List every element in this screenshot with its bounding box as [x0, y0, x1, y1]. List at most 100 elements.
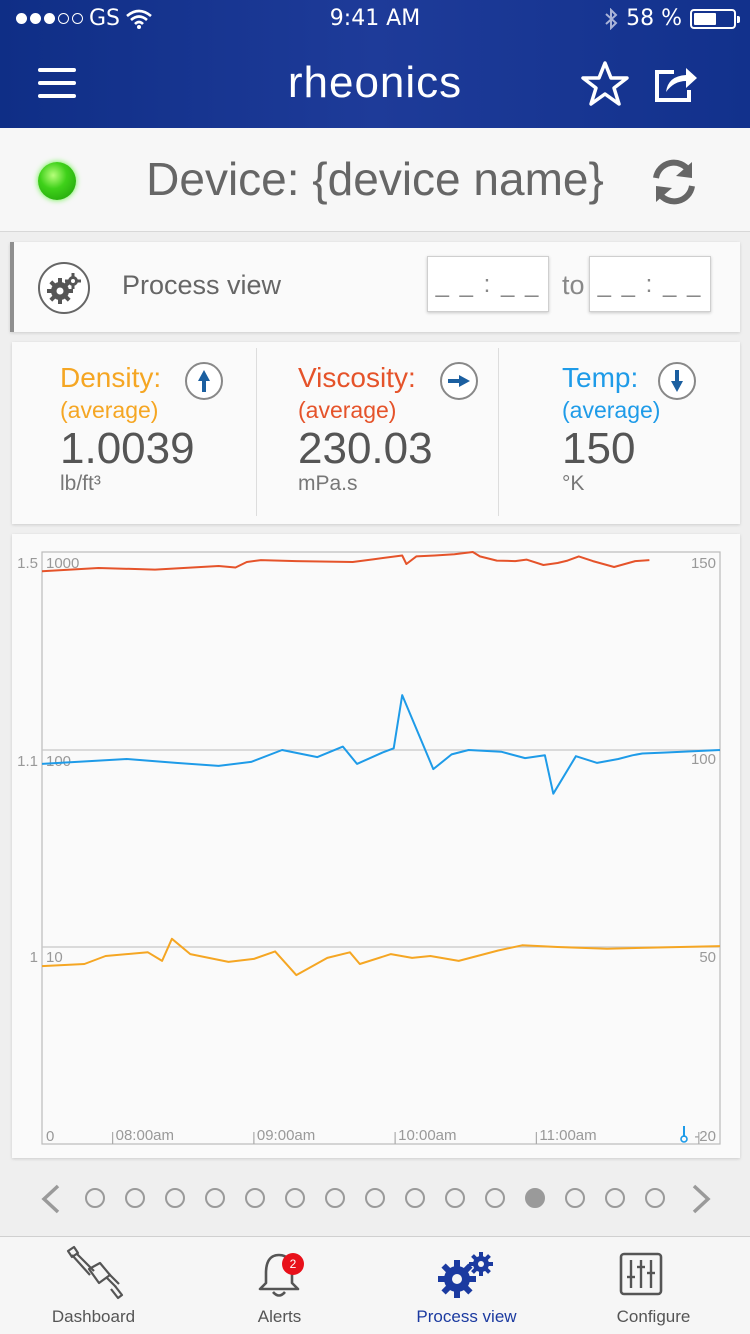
sliders-icon — [619, 1252, 663, 1296]
trend-down-icon — [658, 362, 696, 400]
signal-dot — [44, 13, 55, 24]
gears-icon — [47, 273, 81, 304]
prev-page-button[interactable] — [36, 1182, 66, 1216]
tab-alerts[interactable]: 2 Alerts — [186, 1237, 373, 1334]
page-dot[interactable] — [325, 1188, 345, 1208]
page-dot[interactable] — [85, 1188, 105, 1208]
tab-label: Configure — [616, 1307, 691, 1326]
menu-button[interactable] — [38, 68, 76, 100]
process-view-title: Process view — [122, 270, 282, 300]
density-line — [41, 937, 721, 977]
page-dot[interactable] — [165, 1188, 185, 1208]
x-tick-label: 11:00am — [539, 1127, 596, 1144]
gears-icon — [438, 1252, 493, 1298]
x-tick-label: 10:00am — [398, 1127, 456, 1144]
metric-value: 1.0039 — [60, 424, 195, 473]
trend-up-icon — [185, 362, 223, 400]
temp-tick-label: 100 — [691, 751, 716, 768]
status-right: 58 % — [604, 6, 740, 31]
page-dot[interactable] — [445, 1188, 465, 1208]
chevron-right-icon — [692, 1184, 711, 1214]
signal-dot — [30, 13, 41, 24]
page-dot[interactable] — [365, 1188, 385, 1208]
viscosity-tick-label: 10 — [46, 949, 63, 966]
sensor-probe-icon — [66, 1245, 124, 1300]
tab-dashboard[interactable]: Dashboard — [0, 1237, 187, 1334]
page-dot[interactable] — [525, 1188, 545, 1208]
bluetooth-icon — [605, 7, 618, 30]
app-title: rheonics — [287, 58, 463, 107]
page-dot[interactable] — [645, 1188, 665, 1208]
carrier-info: GS — [16, 6, 152, 31]
plot-area — [41, 551, 721, 1145]
process-settings-button[interactable] — [38, 262, 90, 314]
metric-name: Temp: — [562, 362, 639, 393]
tab-label: Alerts — [257, 1307, 302, 1326]
battery-icon — [690, 8, 740, 29]
page-dot[interactable] — [565, 1188, 585, 1208]
process-view-bar: Process view _ _ : _ _ to _ _ : _ _ — [10, 242, 740, 332]
metric-sub: (average) — [562, 397, 661, 423]
signal-dot — [58, 13, 69, 24]
x-tick-label: 08:00am — [116, 1127, 174, 1144]
density-tick-label: 1.1 — [17, 753, 38, 770]
temp-tick-label: 50 — [699, 949, 716, 966]
trend-right-icon — [440, 362, 478, 400]
carrier-name: GS — [89, 6, 121, 31]
metric-value: 230.03 — [298, 424, 433, 473]
divider — [256, 348, 257, 516]
temp-line — [41, 694, 721, 795]
chevron-left-icon — [41, 1184, 60, 1214]
divider — [498, 348, 499, 516]
page-dot[interactable] — [205, 1188, 225, 1208]
refresh-button[interactable] — [648, 156, 700, 208]
tab-label: Process view — [416, 1307, 517, 1326]
page-dot[interactable] — [245, 1188, 265, 1208]
signal-strength-icon — [16, 13, 83, 24]
viscosity-line — [41, 551, 650, 573]
arrow-up-icon — [198, 370, 210, 392]
status-bar: GS 9:41 AM 58 % — [0, 0, 750, 40]
hamburger-menu-icon — [38, 68, 76, 72]
x-tick-label: 09:00am — [257, 1127, 315, 1144]
metric-unit: mPa.s — [298, 472, 358, 495]
page-indicator — [0, 1170, 750, 1230]
metric-value: 150 — [562, 424, 636, 473]
share-button[interactable] — [652, 62, 700, 106]
next-page-button[interactable] — [686, 1182, 716, 1216]
arrow-right-icon — [448, 375, 470, 387]
temp-tick-label: -20 — [694, 1128, 716, 1145]
trend-chart[interactable]: 1.5 1.1 1 1000 100 10 0 150 100 50 -20 08:00am 09:00… — [12, 534, 740, 1158]
tab-configure[interactable]: Configure — [560, 1237, 747, 1334]
page-dot[interactable] — [125, 1188, 145, 1208]
metric-unit: °K — [562, 472, 585, 495]
device-name: Device: {device name} — [146, 153, 604, 205]
tab-process-view[interactable]: Process view — [373, 1237, 560, 1334]
connection-status-indicator — [38, 162, 76, 200]
metric-sub: (average) — [298, 397, 397, 423]
viscosity-tick-label: 1000 — [46, 555, 79, 572]
time-range-to-label: to — [562, 270, 585, 300]
temp-metric: Temp: (average) 150 °K — [514, 342, 750, 524]
thermometer-bulb — [680, 1135, 688, 1143]
to-time-input[interactable]: _ _ : _ _ — [589, 256, 711, 312]
density-tick-label: 1.5 — [17, 555, 38, 572]
refresh-icon — [653, 159, 695, 205]
page-dot[interactable] — [285, 1188, 305, 1208]
density-tick-label: 1 — [30, 949, 38, 966]
arrow-down-icon — [671, 370, 683, 392]
metric-sub: (average) — [60, 397, 159, 423]
metric-name: Viscosity: — [298, 362, 416, 393]
signal-dot — [16, 13, 27, 24]
tab-bar: Dashboard 2 Alerts Proce — [0, 1236, 750, 1334]
tab-label: Dashboard — [51, 1307, 136, 1326]
page-dot[interactable] — [405, 1188, 425, 1208]
signal-dot — [72, 13, 83, 24]
page-dot[interactable] — [485, 1188, 505, 1208]
favorite-button[interactable] — [580, 60, 630, 108]
from-time-input[interactable]: _ _ : _ _ — [427, 256, 549, 312]
star-icon — [581, 61, 629, 106]
viscosity-tick-label: 0 — [46, 1128, 54, 1145]
viscosity-tick-label: 100 — [46, 753, 71, 770]
page-dot[interactable] — [605, 1188, 625, 1208]
